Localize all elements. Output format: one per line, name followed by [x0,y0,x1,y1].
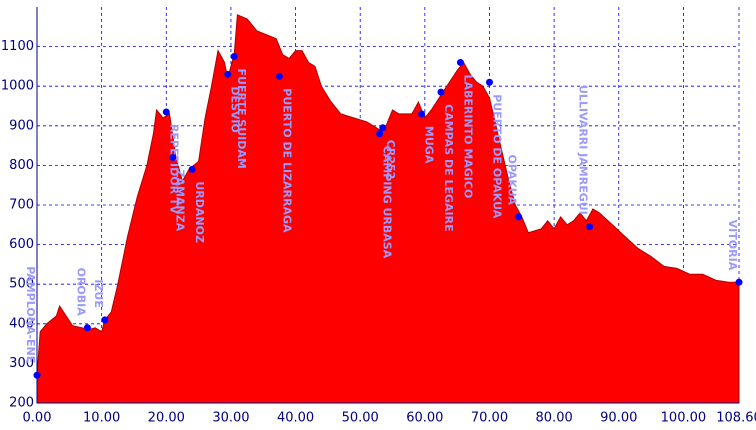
x-tick-label: 20.00 [148,411,185,426]
waypoint-label: PUERTO DE LIZARRAGA [280,88,293,233]
waypoint-label: MUGA [423,126,436,164]
waypoint-marker [33,371,41,379]
y-tick-label: 700 [9,198,34,213]
waypoint-marker [101,316,109,324]
y-tick-label: 200 [9,396,34,411]
x-tick-label: 60.00 [406,411,443,426]
y-tick-label: 900 [9,118,34,133]
waypoint-label: IZUE [92,279,105,308]
x-tick-label: 100.00 [661,411,707,426]
waypoint-marker [275,72,283,80]
y-tick-label: 800 [9,158,34,173]
waypoint-label: CAMPAS DE LEGAIRE [442,104,455,231]
waypoint-label: LABERINTO MAGICO [461,74,474,198]
waypoint-label: PUERTO DE OPAKUA [490,94,503,218]
waypoint-marker [456,58,464,66]
waypoint-marker [230,53,238,60]
y-tick-label: 400 [9,316,34,331]
waypoint-label: ZAMANZA [174,169,187,231]
x-tick-label: 30.00 [212,411,249,426]
waypoint-marker [515,213,523,221]
y-tick-label: 600 [9,237,34,252]
waypoint-marker [169,153,177,161]
waypoint-marker [586,223,594,231]
waypoint-label: URDANOZ [193,181,206,243]
waypoint-marker [376,130,384,138]
x-tick-label: 0.00 [23,411,52,426]
waypoint-marker [188,165,196,173]
x-tick-label: 108.60 [716,411,756,426]
waypoint-label: VITORIA [726,220,739,271]
waypoint-label: FUERTE SUIDAM [235,69,248,169]
waypoint-label: OROBIA [74,268,87,317]
waypoint-label: OPAKUA [506,155,519,206]
x-tick-label: 70.00 [471,411,508,426]
waypoint-marker [437,88,445,96]
waypoint-marker [224,70,232,78]
waypoint-marker [735,278,743,286]
waypoint-marker [83,324,91,332]
waypoint-marker [485,78,493,86]
x-tick-label: 90.00 [600,411,637,426]
waypoint-label: DESVIO [229,86,242,133]
waypoint-marker [379,124,387,132]
x-tick-label: 50.00 [342,411,379,426]
x-tick-label: 10.00 [83,411,120,426]
waypoint-label: PAMPLONA-ENE [24,266,37,363]
waypoint-marker [418,110,426,118]
elevation-area [36,14,740,404]
x-tick-label: 80.00 [536,411,573,426]
waypoint-label: CR252 [384,140,397,180]
y-tick-label: 1000 [1,79,34,94]
waypoint-label: REPETIDOR TV [167,124,180,214]
y-tick-label: 300 [9,356,34,371]
x-tick-label: 40.00 [277,411,314,426]
y-tick-label: 1100 [1,39,34,54]
waypoint-label: ULLIVARRI JAMREGUI [577,85,590,215]
waypoint-label: CAMPING URBASA [381,146,394,259]
waypoint-marker [162,108,170,116]
y-tick-label: 500 [9,277,34,292]
